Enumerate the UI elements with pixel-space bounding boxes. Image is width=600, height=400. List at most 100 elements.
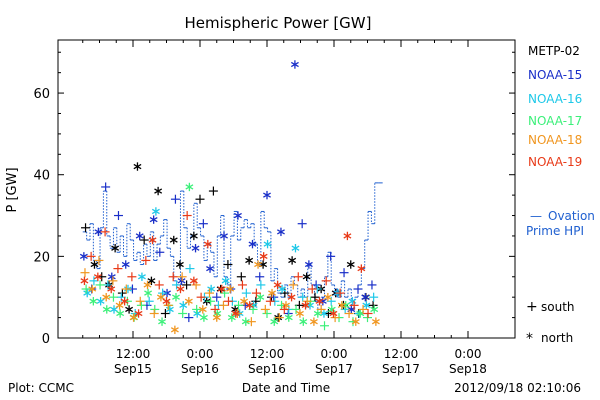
point-noaa-16-south <box>144 296 154 306</box>
point-noaa-15-south <box>353 284 363 294</box>
point-noaa-16-north <box>151 207 160 216</box>
point-noaa-15-north <box>290 60 299 69</box>
north-marker-label: north <box>541 331 573 345</box>
point-noaa-15-south <box>113 211 123 221</box>
point-noaa-17-north <box>313 309 322 318</box>
south-marker-label: south <box>541 300 575 314</box>
point-noaa-17-north <box>256 292 265 302</box>
point-noaa-19-south <box>196 292 206 302</box>
point-noaa-17-south <box>320 321 330 331</box>
point-noaa-19-north <box>357 264 366 273</box>
point-noaa-18-north <box>88 284 97 294</box>
point-noaa-18-north <box>198 305 207 314</box>
point-noaa-16-north <box>96 297 105 306</box>
point-noaa-19-south <box>279 304 289 314</box>
point-noaa-18-north <box>268 288 276 298</box>
point-noaa-16-north <box>348 297 357 306</box>
point-noaa-17-north <box>185 182 194 192</box>
point-noaa-17-north <box>299 317 308 326</box>
point-noaa-19-south <box>265 296 275 306</box>
point-noaa-18-south <box>260 304 270 314</box>
point-noaa-18-south <box>246 317 256 327</box>
point-noaa-16-south <box>172 280 182 290</box>
point-noaa-19-south <box>251 288 261 298</box>
point-noaa-19-north <box>134 309 143 318</box>
point-noaa-18-south <box>149 309 159 319</box>
point-noaa-19-south <box>168 272 178 282</box>
legend-ovation-line1: Ovation <box>548 209 595 223</box>
point-noaa-17-north <box>270 317 279 326</box>
point-noaa-18-north <box>371 317 380 326</box>
marker-legend: + south * north <box>526 299 575 347</box>
point-noaa-18-north <box>143 280 152 290</box>
point-noaa-18-south <box>204 288 214 298</box>
point-noaa-18-north <box>351 317 360 326</box>
point-noaa-18-north <box>254 260 263 269</box>
legend-item-noaa-15: NOAA-15 <box>528 68 582 82</box>
point-noaa-17-south <box>108 292 118 302</box>
plot-credit: Plot: CCMC <box>8 381 74 395</box>
point-noaa-15-north <box>220 231 228 241</box>
point-noaa-17-north <box>116 309 125 318</box>
point-metp-02-north <box>189 231 198 241</box>
point-noaa-19-south <box>349 300 359 310</box>
point-noaa-18-south <box>218 300 228 310</box>
point-noaa-19-north <box>245 301 254 310</box>
point-noaa-19-south <box>321 276 331 286</box>
point-noaa-15-south <box>198 219 208 229</box>
point-noaa-18-north <box>282 301 290 310</box>
point-noaa-16-south <box>369 292 379 302</box>
point-noaa-18-north <box>226 284 235 294</box>
point-metp-02-north <box>90 260 99 269</box>
point-noaa-19-north <box>162 297 171 306</box>
point-noaa-16-north <box>179 301 188 310</box>
point-noaa-18-south <box>288 280 298 290</box>
point-noaa-15-south <box>155 247 165 257</box>
point-noaa-16-north <box>110 305 118 314</box>
x-tick-label-time: 0:00 <box>455 347 482 361</box>
point-noaa-17-north <box>158 317 166 326</box>
point-noaa-15-south <box>367 280 377 290</box>
point-noaa-19-south <box>210 304 220 314</box>
point-noaa-18-north <box>212 313 221 322</box>
point-noaa-18-north <box>240 297 249 306</box>
point-noaa-19-north <box>315 297 324 306</box>
point-noaa-15-north <box>263 190 271 200</box>
x-axis-label: Date and Time <box>242 381 330 395</box>
series-noaa-18 <box>80 255 380 335</box>
point-noaa-19-north <box>176 284 185 294</box>
point-noaa-17-north <box>89 297 98 306</box>
timestamp: 2012/09/18 02:10:06 <box>454 381 581 395</box>
point-noaa-15-south <box>184 313 194 323</box>
point-noaa-15-north <box>191 243 200 253</box>
point-noaa-16-north <box>207 284 216 294</box>
point-noaa-18-south <box>232 309 242 319</box>
point-noaa-18-south <box>177 272 187 282</box>
series-noaa-19 <box>80 211 373 319</box>
legend: METP-02 NOAA-15 NOAA-16 NOAA-17 NOAA-18 … <box>526 44 595 238</box>
point-noaa-19-north <box>217 284 226 294</box>
south-marker-symbol: + <box>526 299 538 315</box>
point-noaa-15-north <box>361 292 370 302</box>
plot-frame <box>57 39 516 339</box>
legend-item-noaa-16: NOAA-16 <box>528 92 582 106</box>
point-metp-02-north <box>154 186 163 196</box>
point-noaa-19-north <box>203 239 212 249</box>
point-noaa-16-north <box>83 288 92 298</box>
point-noaa-17-north <box>284 313 293 322</box>
point-noaa-17-south <box>81 284 91 294</box>
point-noaa-18-north <box>337 301 346 310</box>
point-noaa-18-south <box>135 296 145 306</box>
point-noaa-16-south <box>89 276 99 286</box>
point-noaa-18-south <box>80 268 90 278</box>
point-noaa-19-south <box>100 227 110 237</box>
chart-title: Hemispheric Power [GW] <box>185 14 372 32</box>
point-noaa-18-north <box>170 325 179 335</box>
point-metp-02-south <box>208 186 218 196</box>
point-metp-02-south <box>160 309 170 319</box>
point-noaa-15-south <box>101 182 111 192</box>
legend-ovation-line2: Prime HPI <box>526 224 584 238</box>
x-tick-label-date: Sep16 <box>248 362 286 376</box>
point-noaa-19-north <box>107 284 116 294</box>
point-noaa-17-south <box>192 304 202 314</box>
